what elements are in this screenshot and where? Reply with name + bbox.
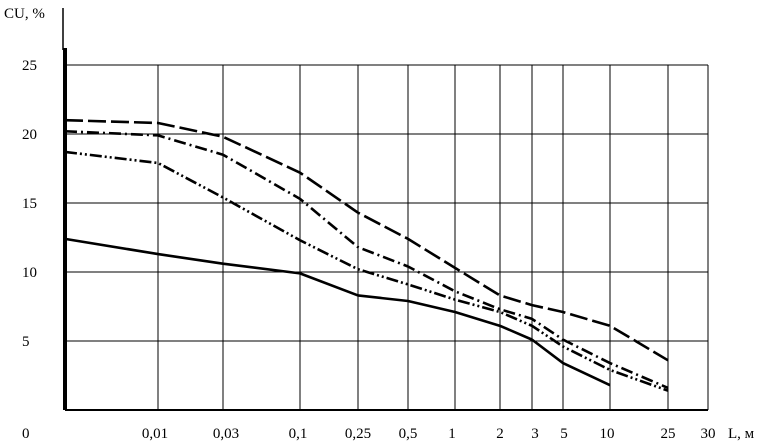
origin-label: 0 xyxy=(22,426,30,442)
x-tick-label: 30 xyxy=(701,426,716,442)
x-tick-label: 3 xyxy=(531,426,539,442)
x-axis-label: L, м xyxy=(728,426,755,442)
y-tick-label: 25 xyxy=(22,58,37,74)
y-tick-label: 15 xyxy=(22,196,37,212)
y-tick-label: 5 xyxy=(22,334,30,350)
axes xyxy=(62,8,708,411)
y-axis-label: CU, % xyxy=(4,6,45,22)
x-tick-label: 5 xyxy=(560,426,568,442)
x-tick-label: 0,1 xyxy=(289,426,308,442)
y-tick-label: 10 xyxy=(22,265,37,281)
x-tick-label: 0,25 xyxy=(345,426,371,442)
x-tick-label: 0,5 xyxy=(399,426,418,442)
series-line-4 xyxy=(64,118,669,362)
x-tick-label: 10 xyxy=(600,426,615,442)
x-tick-label: 25 xyxy=(661,426,676,442)
x-tick-label: 2 xyxy=(496,426,504,442)
x-tick-label: 1 xyxy=(448,426,456,442)
x-tick-label: 0,01 xyxy=(142,426,168,442)
grid xyxy=(65,64,709,410)
x-tick-label: 0,03 xyxy=(213,426,239,442)
series-line-2 xyxy=(64,129,669,390)
series-line-3 xyxy=(64,150,669,392)
y-tick-label: 20 xyxy=(22,127,37,143)
tick-labels: 5 10 15 20 25 0,01 0,03 0,1 0,25 0,5 1 2 3 5 10 25 30 xyxy=(22,58,716,442)
series-lines xyxy=(64,118,669,392)
series-line-1 xyxy=(64,237,611,387)
